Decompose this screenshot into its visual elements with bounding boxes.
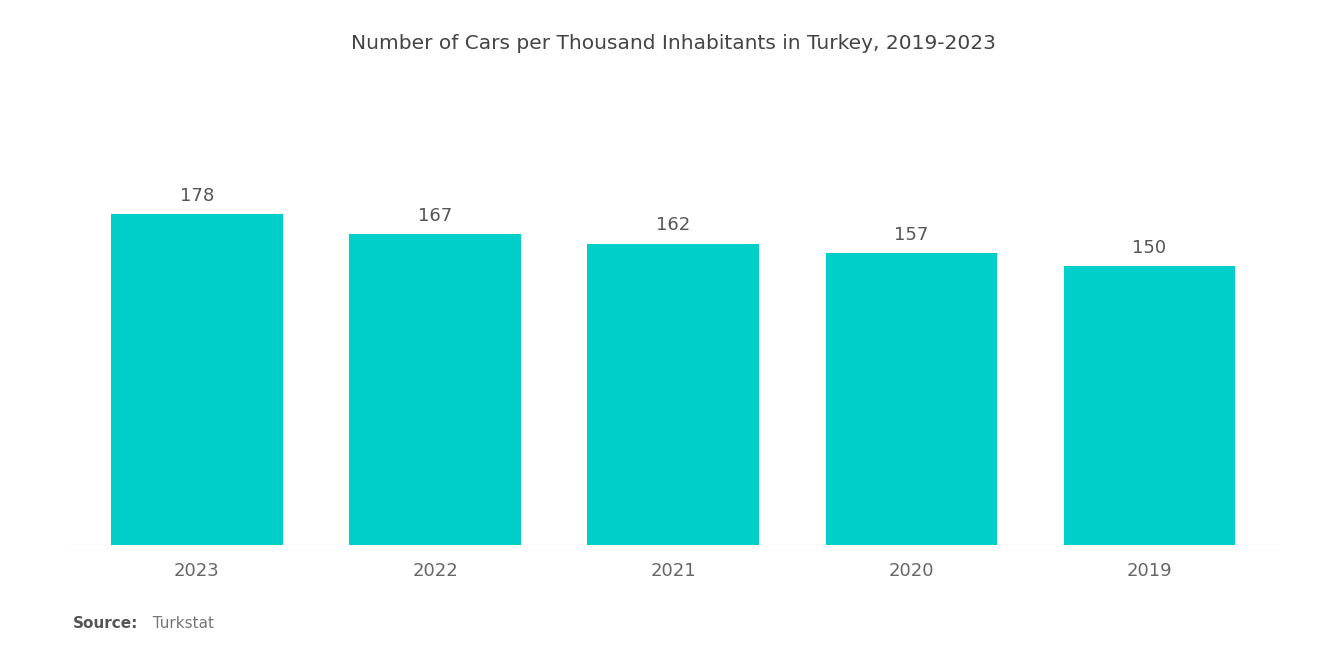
Bar (587, 243, 759, 545)
Text: Turkstat: Turkstat (143, 616, 214, 632)
Text: 157: 157 (894, 225, 928, 243)
Title: Number of Cars per Thousand Inhabitants in Turkey, 2019-2023: Number of Cars per Thousand Inhabitants … (351, 34, 995, 53)
Text: 178: 178 (180, 187, 214, 205)
Text: 167: 167 (418, 207, 453, 225)
Text: 150: 150 (1133, 239, 1167, 257)
Text: 162: 162 (656, 216, 690, 234)
Bar (111, 214, 282, 545)
Bar (1064, 266, 1236, 545)
Bar (350, 234, 521, 545)
Bar (825, 253, 997, 545)
Text: Source:: Source: (73, 616, 139, 632)
